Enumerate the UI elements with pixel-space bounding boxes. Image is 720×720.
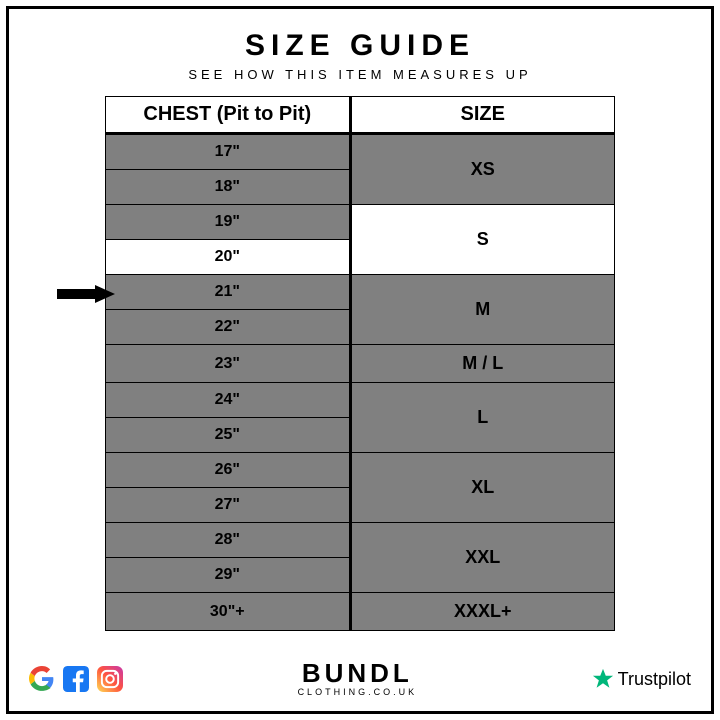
footer: BUNDL CLOTHING.CO.UK Trustpilot xyxy=(29,662,691,697)
chest-cell: 22" xyxy=(106,310,351,345)
table-row: 21"M xyxy=(106,275,615,310)
col-chest-header: CHEST (Pit to Pit) xyxy=(106,97,351,134)
facebook-icon[interactable] xyxy=(63,666,89,692)
page-title: SIZE GUIDE xyxy=(245,29,475,63)
chest-cell: 30"+ xyxy=(106,593,351,631)
chest-cell: 29" xyxy=(106,558,351,593)
brand-logo: BUNDL CLOTHING.CO.UK xyxy=(123,662,592,697)
size-cell: S xyxy=(350,205,614,275)
table-row: 17"XS xyxy=(106,134,615,170)
table-row: 24"L xyxy=(106,383,615,418)
trustpilot-label: Trustpilot xyxy=(618,669,691,690)
size-cell: XS xyxy=(350,134,614,205)
trustpilot-badge[interactable]: Trustpilot xyxy=(592,668,691,690)
size-table: CHEST (Pit to Pit) SIZE 17"XS18"19"S20"2… xyxy=(105,96,615,631)
table-row: 30"+XXXL+ xyxy=(106,593,615,631)
brand-domain: CLOTHING.CO.UK xyxy=(123,687,592,697)
chest-cell: 26" xyxy=(106,453,351,488)
instagram-icon[interactable] xyxy=(97,666,123,692)
brand-name: BUNDL xyxy=(123,662,592,685)
chest-cell: 21" xyxy=(106,275,351,310)
table-body: 17"XS18"19"S20"21"M22"23"M / L24"L25"26"… xyxy=(106,134,615,631)
chest-cell: 24" xyxy=(106,383,351,418)
table-row: 28"XXL xyxy=(106,523,615,558)
chest-cell: 23" xyxy=(106,345,351,383)
chest-cell: 28" xyxy=(106,523,351,558)
page-subtitle: SEE HOW THIS ITEM MEASURES UP xyxy=(188,67,531,82)
size-cell: XXXL+ xyxy=(350,593,614,631)
size-guide-card: SIZE GUIDE SEE HOW THIS ITEM MEASURES UP… xyxy=(6,6,714,714)
size-cell: XL xyxy=(350,453,614,523)
col-size-header: SIZE xyxy=(350,97,614,134)
trustpilot-star-icon xyxy=(592,668,614,690)
chest-cell: 20" xyxy=(106,240,351,275)
table-row: 26"XL xyxy=(106,453,615,488)
table-row: 23"M / L xyxy=(106,345,615,383)
chest-cell: 17" xyxy=(106,134,351,170)
size-cell: XXL xyxy=(350,523,614,593)
size-cell: M / L xyxy=(350,345,614,383)
size-cell: M xyxy=(350,275,614,345)
size-cell: L xyxy=(350,383,614,453)
highlight-arrow-icon xyxy=(57,285,115,303)
google-icon[interactable] xyxy=(29,666,55,692)
chest-cell: 27" xyxy=(106,488,351,523)
chest-cell: 18" xyxy=(106,170,351,205)
table-header-row: CHEST (Pit to Pit) SIZE xyxy=(106,97,615,134)
chest-cell: 19" xyxy=(106,205,351,240)
table-container: CHEST (Pit to Pit) SIZE 17"XS18"19"S20"2… xyxy=(29,96,691,631)
chest-cell: 25" xyxy=(106,418,351,453)
table-row: 19"S xyxy=(106,205,615,240)
social-icons xyxy=(29,666,123,692)
